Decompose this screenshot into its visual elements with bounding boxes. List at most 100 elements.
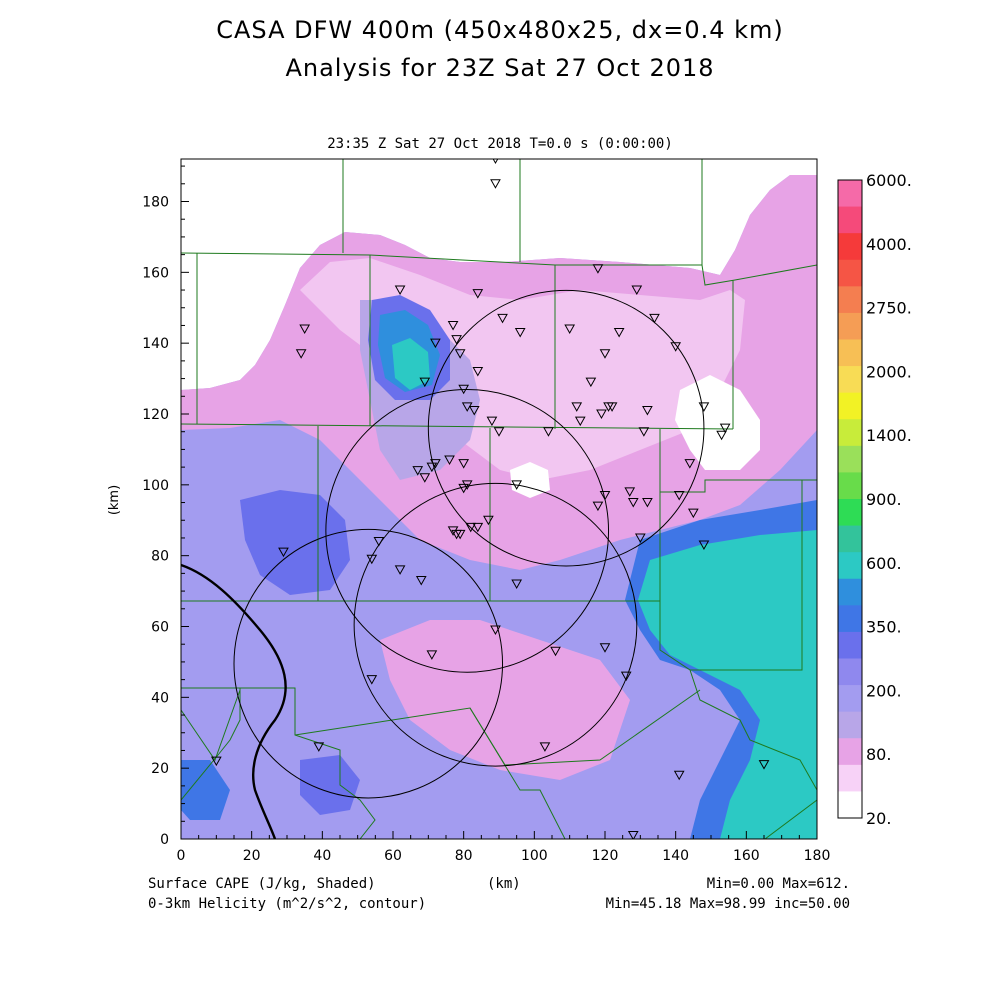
station-marker <box>564 324 576 335</box>
station-marker <box>642 405 653 416</box>
station-marker <box>627 498 639 508</box>
radar-ring <box>353 482 638 767</box>
cape-teal-southeast <box>638 530 817 839</box>
boundary-line <box>469 689 701 766</box>
station-marker <box>412 466 424 476</box>
station-marker <box>490 179 501 189</box>
boundary-line <box>181 687 376 839</box>
station-marker <box>539 742 551 752</box>
cape-blue-south <box>300 755 360 815</box>
colorbar-swatch <box>838 419 862 447</box>
station-marker <box>550 646 561 657</box>
station-marker <box>670 342 682 352</box>
x-tick-label: 60 <box>384 848 402 864</box>
footer-contour-range: Min=45.18 Max=98.99 inc=50.00 <box>605 896 850 912</box>
cape-blue-southwest <box>181 760 230 820</box>
station-marker <box>458 483 470 494</box>
station-marker <box>758 760 770 770</box>
station-marker <box>415 575 427 586</box>
station-marker <box>490 625 501 636</box>
station-marker <box>599 643 611 653</box>
cape-shading <box>181 159 817 839</box>
station-marker <box>497 313 508 324</box>
station-marker <box>514 328 526 338</box>
colorbar-swatch <box>838 392 862 420</box>
radar-range-rings <box>233 289 705 799</box>
station-marker <box>627 830 639 839</box>
station-marker <box>426 650 438 660</box>
station-marker <box>451 529 462 540</box>
x-tick-label: 80 <box>455 848 473 864</box>
station-marker <box>472 367 484 377</box>
colorbar-label: 200. <box>866 681 902 700</box>
station-markers <box>210 159 770 839</box>
station-marker <box>634 533 646 543</box>
colorbar-swatch <box>838 499 862 527</box>
station-marker <box>574 416 586 427</box>
station-marker <box>631 285 643 296</box>
colorbar-label: 1400. <box>866 426 912 445</box>
station-marker <box>419 473 431 483</box>
station-marker <box>638 427 650 437</box>
y-tick-label: 120 <box>142 407 169 423</box>
colorbar-swatch <box>838 631 862 659</box>
x-axis-label: (km) <box>487 876 521 892</box>
y-axis-label: (km) <box>107 485 122 515</box>
y-tick-label: 40 <box>151 690 169 706</box>
colorbar-label: 20. <box>866 809 891 828</box>
colorbar-swatch <box>838 472 862 500</box>
station-marker <box>430 459 441 469</box>
x-tick-label: 160 <box>733 848 760 864</box>
cape-blue-lobe <box>240 490 350 595</box>
cape-cyan-core <box>392 338 430 390</box>
station-marker <box>461 480 473 490</box>
station-marker <box>511 579 523 590</box>
station-marker <box>673 770 685 781</box>
station-marker <box>461 402 473 412</box>
station-marker <box>642 498 653 508</box>
boundary-line <box>690 480 803 671</box>
station-marker <box>493 427 505 437</box>
y-tick-label: 80 <box>151 549 169 565</box>
colorbar-label: 6000. <box>866 171 912 190</box>
x-tick-label: 0 <box>177 848 186 864</box>
y-tick-label: 0 <box>160 832 169 848</box>
boundary-line <box>701 264 817 286</box>
station-marker <box>673 490 685 501</box>
colorbar-swatch <box>838 206 862 234</box>
colorbar: 6000. 4000. 2750. 2000. 1400. 900. 600. 350. 200… <box>837 171 912 828</box>
y-tick-label: 60 <box>151 620 169 636</box>
station-marker <box>606 402 618 412</box>
station-marker <box>698 402 710 412</box>
axes: 0 20 40 60 80 100 120 140 160 180 0 20 40 60 80 100 120 1… <box>142 165 831 864</box>
colorbar-label: 80. <box>866 745 891 764</box>
colorbar-swatch <box>838 791 862 819</box>
colorbar-swatch <box>838 578 862 606</box>
station-marker <box>613 328 625 338</box>
station-marker <box>394 285 406 296</box>
station-marker <box>620 671 632 682</box>
colorbar-label: 900. <box>866 490 902 509</box>
colorbar-swatch <box>838 312 862 340</box>
station-marker <box>444 455 455 466</box>
x-tick-label: 180 <box>804 848 831 864</box>
station-marker <box>719 423 731 434</box>
station-marker <box>278 547 289 558</box>
colorbar-swatch <box>838 286 862 314</box>
station-marker <box>592 501 604 512</box>
colorbar-label: 600. <box>866 554 902 573</box>
colorbar-label: 2000. <box>866 362 912 381</box>
station-marker <box>649 313 660 324</box>
station-marker <box>426 462 438 473</box>
colorbar-swatch <box>838 738 862 766</box>
station-marker <box>295 349 307 359</box>
colorbar-label: 4000. <box>866 235 912 254</box>
cape-white-pocket <box>675 375 760 470</box>
boundary-line <box>181 689 241 762</box>
station-marker <box>210 756 222 767</box>
y-tick-label: 140 <box>142 336 169 352</box>
station-marker <box>447 320 459 331</box>
colorbar-swatch <box>838 525 862 553</box>
cape-lower-pink <box>380 620 630 780</box>
